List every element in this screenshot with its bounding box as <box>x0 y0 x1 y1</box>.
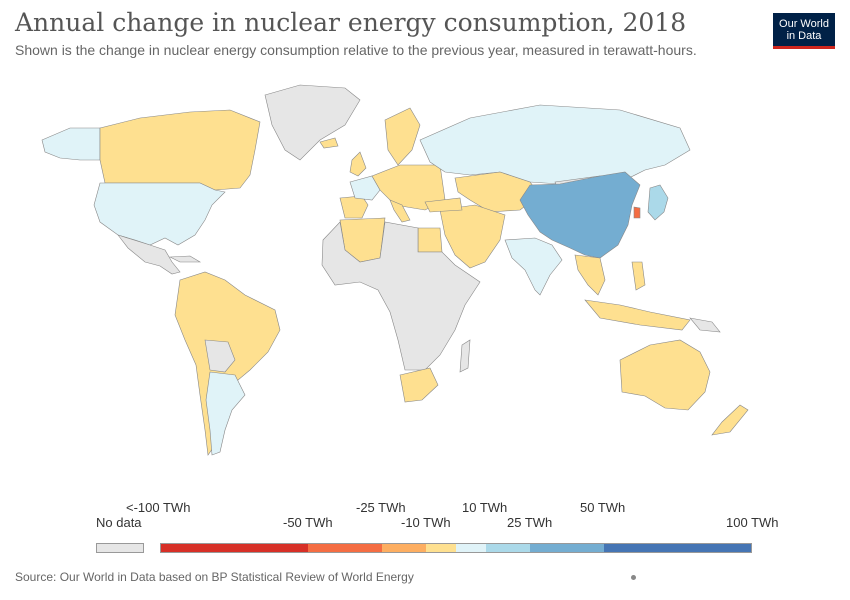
region-russia[interactable] <box>419 104 691 185</box>
legend-label-5: 10 TWh <box>462 500 508 515</box>
legend-no-data-swatch[interactable] <box>96 543 144 553</box>
region-argentina[interactable] <box>205 371 246 456</box>
legend-label-6: 25 TWh <box>507 515 553 530</box>
legend-bin-4[interactable] <box>426 543 456 553</box>
region-italy[interactable] <box>389 199 411 223</box>
region-indonesia[interactable] <box>584 299 691 331</box>
region-japan[interactable] <box>647 184 669 221</box>
legend-label-3: -25 TWh <box>356 500 406 515</box>
legend-label-7: 50 TWh <box>580 500 626 515</box>
legend-label-8: 100 TWh <box>726 515 779 530</box>
region-alaska[interactable] <box>41 127 101 161</box>
region-greenland[interactable] <box>264 84 361 161</box>
region-egypt[interactable] <box>417 227 443 253</box>
region-usa[interactable] <box>93 182 226 246</box>
legend-bin-7[interactable] <box>530 543 604 553</box>
color-legend: No data <-100 TWh -50 TWh -25 TWh -10 TW… <box>0 495 850 565</box>
region-middle-east[interactable] <box>439 204 506 269</box>
legend-bin-2[interactable] <box>308 543 382 553</box>
legend-label-1: <-100 TWh <box>126 500 191 515</box>
region-india[interactable] <box>504 237 563 296</box>
region-south-africa[interactable] <box>399 367 439 403</box>
region-australia[interactable] <box>619 339 711 411</box>
legend-no-data-label: No data <box>96 515 142 530</box>
legend-bin-8[interactable] <box>604 543 752 553</box>
legend-bin-6[interactable] <box>486 543 530 553</box>
region-philippines[interactable] <box>631 261 646 291</box>
logo-line-2: in Data <box>786 30 822 42</box>
region-cuba[interactable] <box>168 255 202 263</box>
region-turkey[interactable] <box>424 197 463 213</box>
legend-bin-1[interactable] <box>160 543 308 553</box>
region-papua-new-guinea[interactable] <box>689 317 721 333</box>
region-madagascar[interactable] <box>459 339 471 373</box>
region-uk[interactable] <box>349 151 367 177</box>
source-note[interactable]: Source: Our World in Data based on BP St… <box>15 570 414 584</box>
region-iceland[interactable] <box>319 137 339 149</box>
region-scandinavia[interactable] <box>384 107 421 166</box>
region-bolivia[interactable] <box>204 339 236 373</box>
region-mexico[interactable] <box>117 234 181 275</box>
region-canada[interactable] <box>99 109 261 191</box>
region-southeast-asia[interactable] <box>574 254 606 296</box>
region-france[interactable] <box>349 175 381 201</box>
logo-line-1: Our World <box>779 18 829 30</box>
owid-logo[interactable]: Our World in Data <box>773 13 835 49</box>
timeline-dot[interactable] <box>631 575 636 580</box>
region-new-zealand[interactable] <box>711 404 749 436</box>
chart-title: Annual change in nuclear energy consumpt… <box>15 8 687 37</box>
chart-subtitle: Shown is the change in nuclear energy co… <box>15 42 697 58</box>
legend-bin-5[interactable] <box>456 543 486 553</box>
region-south-korea[interactable] <box>633 206 641 219</box>
region-china[interactable] <box>519 171 641 259</box>
legend-bar-outline <box>160 543 752 553</box>
legend-label-4: -10 TWh <box>401 515 451 530</box>
legend-bin-3[interactable] <box>382 543 426 553</box>
region-kazakhstan[interactable] <box>454 171 541 213</box>
legend-label-2: -50 TWh <box>283 515 333 530</box>
region-africa[interactable] <box>321 221 481 371</box>
world-map <box>41 84 749 456</box>
